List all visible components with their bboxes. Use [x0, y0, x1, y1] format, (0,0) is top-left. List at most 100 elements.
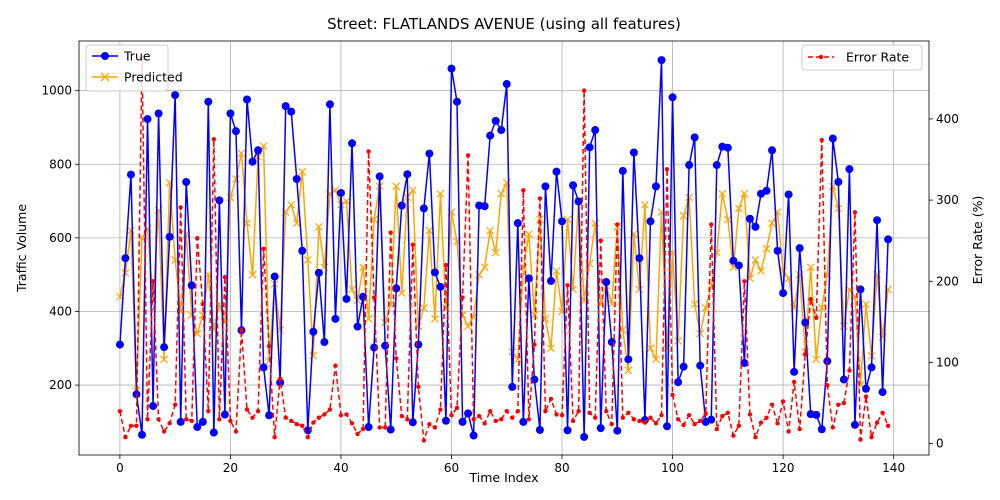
true-point	[845, 165, 854, 174]
true-point	[231, 127, 240, 136]
predicted-point	[862, 300, 870, 309]
true-point	[635, 254, 644, 263]
true-point	[541, 182, 550, 191]
true-point	[276, 378, 285, 387]
true-point	[657, 56, 666, 65]
error-rate-point	[786, 429, 791, 434]
true-point	[624, 355, 633, 364]
true-point	[309, 327, 318, 336]
error-rate-point	[371, 295, 377, 300]
error-rate-point	[814, 315, 819, 321]
error-rate-point	[294, 421, 299, 427]
series-true	[115, 56, 893, 441]
error-rate-point	[277, 376, 283, 381]
y-left-tick-label: 400	[49, 304, 72, 318]
error-rate-point	[272, 434, 277, 440]
predicted-point	[480, 263, 489, 272]
error-rate-point	[604, 408, 609, 414]
error-rate-point	[200, 301, 205, 307]
predicted-point	[812, 355, 821, 364]
true-point	[591, 126, 600, 135]
error-rate-point	[244, 407, 250, 412]
error-rate-point	[692, 421, 697, 427]
error-rate-point	[421, 438, 427, 443]
error-rate-point	[631, 417, 637, 422]
error-rate-point	[659, 413, 664, 418]
predicted-point	[762, 244, 771, 253]
legend-true-marker	[101, 52, 109, 60]
y-axis-left: 200 400 600 800 1000	[41, 84, 79, 392]
error-rate-point	[841, 400, 847, 406]
error-rate-point	[686, 413, 692, 418]
error-rate-point	[233, 429, 239, 434]
error-rate-point	[620, 415, 626, 420]
error-rate-point	[581, 88, 587, 93]
error-rate-point	[753, 434, 758, 440]
y-right-tick-label: 200	[936, 274, 959, 288]
predicted-point	[314, 222, 323, 231]
error-rate-point	[211, 137, 217, 142]
true-point	[469, 431, 478, 440]
error-rate-point	[410, 242, 416, 247]
true-point	[784, 190, 793, 199]
error-rate-point	[515, 408, 521, 414]
predicted-point	[292, 219, 301, 228]
true-point	[729, 256, 738, 265]
true-point	[546, 276, 555, 285]
true-point	[121, 254, 130, 263]
true-point	[160, 343, 169, 352]
error-rate-point	[615, 222, 620, 227]
predicted-point	[342, 197, 351, 206]
predicted-point	[674, 336, 683, 345]
error-rate-point	[863, 394, 869, 399]
error-rate-point	[731, 433, 736, 438]
error-rate-point	[123, 434, 128, 440]
true-point	[795, 244, 804, 253]
predicted-point	[303, 256, 312, 264]
true-point	[613, 426, 622, 435]
true-line	[119, 59, 889, 438]
predicted-point	[127, 226, 135, 235]
predicted-point	[740, 189, 749, 198]
true-point	[773, 246, 782, 255]
true-point	[558, 217, 567, 226]
error-rate-point	[377, 425, 382, 430]
true-point	[790, 367, 799, 376]
error-rate-point	[725, 410, 731, 415]
error-rate-point	[416, 384, 421, 390]
predicted-point	[408, 186, 417, 194]
y-right-tick-label: 300	[936, 193, 959, 207]
predicted-point	[607, 300, 616, 309]
true-point	[464, 409, 473, 418]
y-right-tick-label: 100	[936, 355, 959, 369]
true-point	[453, 97, 462, 106]
error-rate-point	[333, 363, 338, 368]
true-point	[176, 417, 185, 426]
predicted-point	[535, 215, 544, 224]
true-point	[707, 415, 716, 424]
x-tick-label: 120	[772, 461, 795, 475]
true-point	[828, 134, 837, 143]
error-rate-point	[526, 417, 532, 422]
predicted-point	[641, 200, 649, 209]
true-point	[171, 91, 180, 100]
true-point	[801, 318, 810, 327]
error-rate-point	[327, 407, 333, 412]
predicted-point	[160, 355, 169, 364]
error-rate-point	[825, 382, 830, 388]
true-point	[408, 418, 417, 427]
true-point	[270, 272, 279, 281]
true-point	[618, 166, 627, 175]
error-rate-point	[360, 426, 366, 432]
true-point	[193, 423, 202, 432]
error-rate-point	[797, 426, 802, 432]
error-rate-point	[427, 421, 432, 427]
true-point	[281, 102, 290, 111]
error-rate-point	[156, 417, 161, 422]
y-axis-right-label: Error Rate (%)	[970, 196, 985, 285]
error-rate-point	[808, 296, 813, 302]
true-point	[552, 167, 561, 176]
true-point	[138, 430, 147, 439]
true-point	[884, 235, 893, 244]
true-point	[204, 97, 213, 106]
